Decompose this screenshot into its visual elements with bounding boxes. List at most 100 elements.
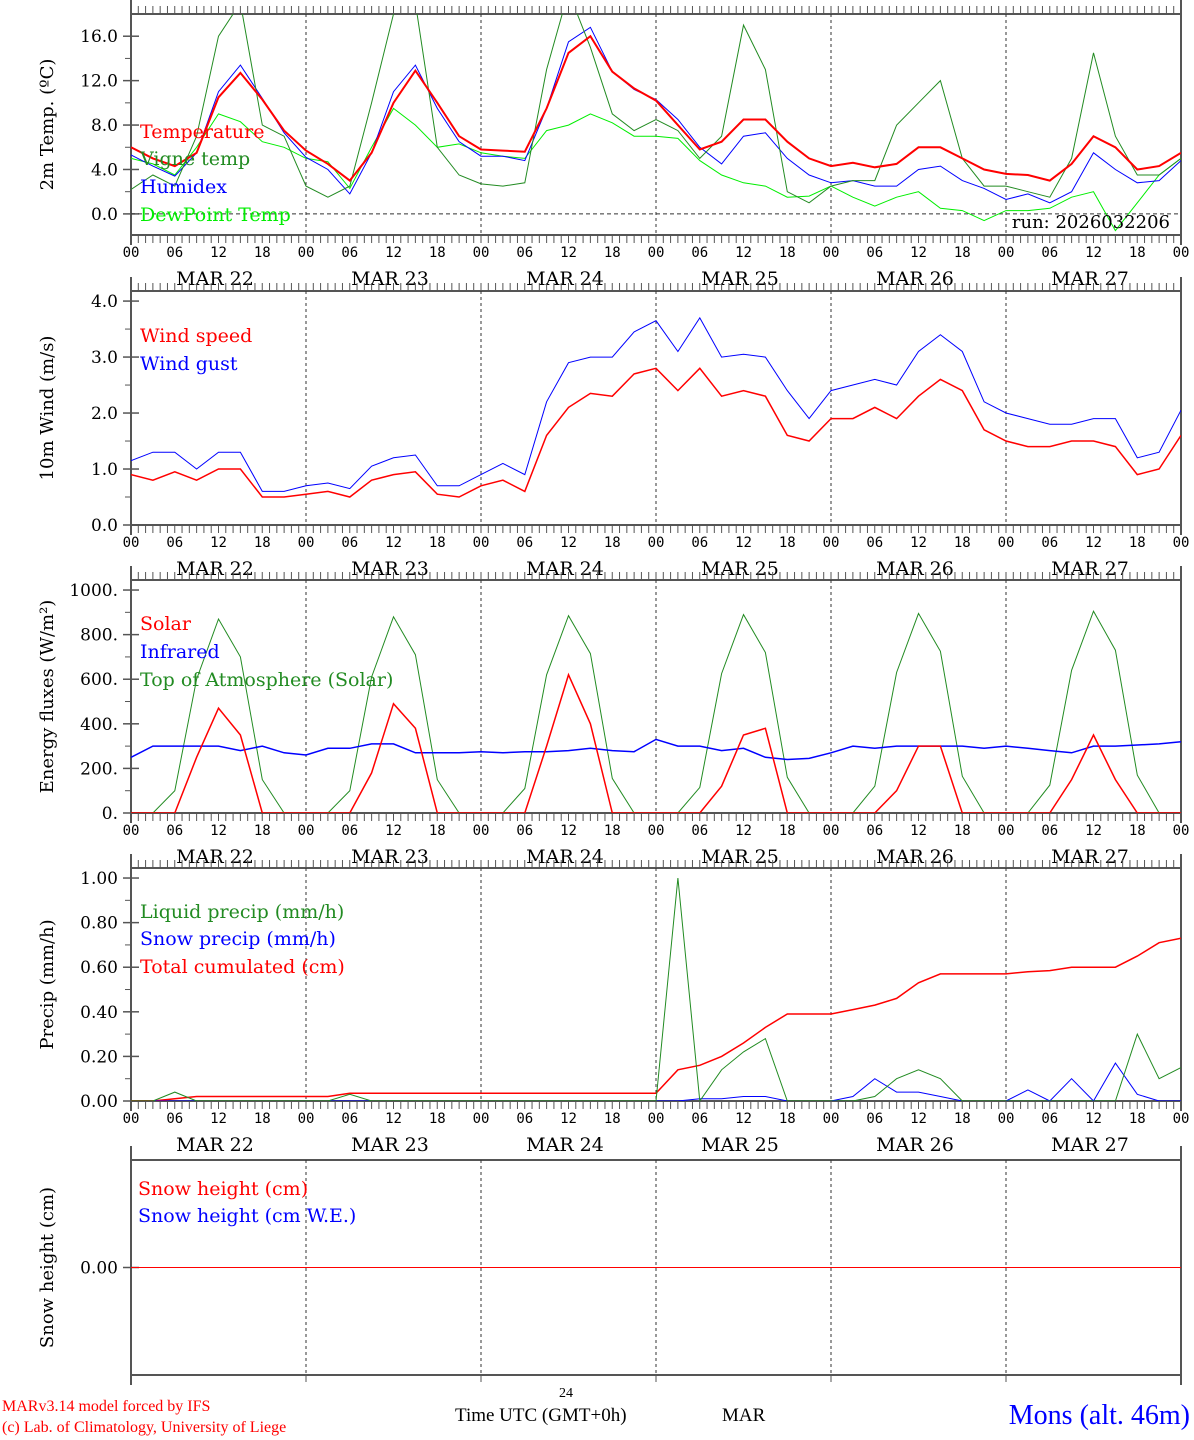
y-tick-label: 8.0 <box>91 116 118 136</box>
panel-precip: 0.00 0.20 0.40 0.60 0.80 1.00 Precip (mm/h) 00 0… <box>37 854 1189 1156</box>
y-tick-label: 3.0 <box>91 348 118 368</box>
x-tick-label: 18 <box>604 1111 621 1127</box>
x-axis-title: Time UTC (GMT+0h) <box>455 1405 627 1426</box>
x-tick-label: 06 <box>866 535 883 551</box>
footer-month: MAR <box>722 1405 766 1426</box>
x-tick-label: 00 <box>298 245 315 261</box>
y-tick-label: 1.00 <box>80 869 118 889</box>
date-label: MAR 25 <box>701 846 779 868</box>
x-tick-label: 00 <box>648 1111 665 1127</box>
x-tick-label: 06 <box>1041 245 1058 261</box>
series-line-temperature <box>131 34 1181 182</box>
x-tick-label: 00 <box>648 823 665 839</box>
date-label: MAR 25 <box>701 558 779 580</box>
x-tick-label: 18 <box>429 823 446 839</box>
x-tick-label: 00 <box>823 245 840 261</box>
y-tick-label: 12.0 <box>80 72 118 92</box>
x-tick-label: 06 <box>691 823 708 839</box>
x-tick-label: 12 <box>210 245 227 261</box>
date-label: MAR 23 <box>351 1134 429 1156</box>
y-axis-label: Energy fluxes (W/m²) <box>37 600 58 794</box>
x-tick-label: 00 <box>998 245 1015 261</box>
legend-entry: Liquid precip (mm/h) <box>140 901 344 923</box>
y-tick-label: 0.60 <box>80 958 118 978</box>
series-line-wind-speed <box>131 367 1181 498</box>
x-tick-label: 12 <box>735 823 752 839</box>
series-group <box>131 877 1181 1101</box>
y-tick-label: 0.40 <box>80 1003 118 1023</box>
x-tick-label: 06 <box>691 245 708 261</box>
x-tick-label: 12 <box>910 245 927 261</box>
x-tick-label: 18 <box>429 535 446 551</box>
x-tick-label: 18 <box>779 1111 796 1127</box>
y-axis-label: 10m Wind (m/s) <box>37 336 58 481</box>
x-tick-label: 12 <box>1085 1111 1102 1127</box>
x-tick-label: 12 <box>560 535 577 551</box>
date-label: MAR 23 <box>351 268 429 290</box>
x-tick-label: 00 <box>998 823 1015 839</box>
legend-entry: Vigne temp <box>139 148 250 170</box>
x-tick-label: 00 <box>123 245 140 261</box>
x-tick-label: 12 <box>210 535 227 551</box>
x-tick-label: 12 <box>385 823 402 839</box>
date-label: MAR 23 <box>351 558 429 580</box>
x-tick-label: 00 <box>473 245 490 261</box>
x-tick-label: 06 <box>341 245 358 261</box>
x-tick-label: 12 <box>385 1111 402 1127</box>
y-tick-label: 200. <box>80 759 118 779</box>
credit-line-2: (c) Lab. of Climatology, University of L… <box>2 1419 287 1436</box>
panel-temp: 0.04.08.012.016.02m Temp. (ºC)00 06 12 18MA… <box>37 0 1189 290</box>
x-tick-label: 00 <box>823 535 840 551</box>
x-tick-label: 12 <box>385 245 402 261</box>
x-tick-label: 06 <box>166 245 183 261</box>
x-tick-label: 00 <box>1173 245 1190 261</box>
series-group <box>131 14 1181 232</box>
legend-entry: Snow height (cm W.E.) <box>138 1205 356 1227</box>
x-tick-label: 18 <box>254 535 271 551</box>
credit-line-1: MARv3.14 model forced by IFS <box>2 1398 211 1415</box>
date-label: MAR 22 <box>176 1134 254 1156</box>
x-tick-label: 00 <box>1173 1111 1190 1127</box>
y-axis-label: 2m Temp. (ºC) <box>37 59 58 191</box>
series-group <box>131 610 1181 813</box>
x-tick-label: 18 <box>429 1111 446 1127</box>
x-tick-label: 06 <box>166 1111 183 1127</box>
x-tick-label: 18 <box>254 1111 271 1127</box>
legend-entry: Wind gust <box>140 353 238 375</box>
legend-entry: Solar <box>140 613 192 635</box>
date-label: MAR 27 <box>1051 558 1129 580</box>
x-tick-label: 06 <box>516 245 533 261</box>
y-tick-label: 600. <box>80 670 118 690</box>
x-tick-label: 18 <box>604 823 621 839</box>
x-tick-label: 18 <box>954 535 971 551</box>
x-tick-label: 12 <box>210 823 227 839</box>
x-tick-label: 06 <box>866 1111 883 1127</box>
date-label: MAR 24 <box>526 846 604 868</box>
x-tick-label: 12 <box>735 535 752 551</box>
station-name: Mons (alt. 46m) <box>1008 1400 1190 1431</box>
date-label: MAR 24 <box>526 1134 604 1156</box>
x-tick-label: 18 <box>254 823 271 839</box>
x-tick-label: 12 <box>735 245 752 261</box>
x-tick-label: 06 <box>866 823 883 839</box>
date-label: MAR 23 <box>351 846 429 868</box>
y-tick-label: 800. <box>80 626 118 646</box>
x-tick-label: 18 <box>429 245 446 261</box>
date-label: MAR 26 <box>876 268 954 290</box>
date-label: MAR 26 <box>876 1134 954 1156</box>
y-axis-label: Precip (mm/h) <box>37 919 58 1049</box>
y-tick-label: 2.0 <box>91 404 118 424</box>
x-tick-label: 06 <box>341 535 358 551</box>
x-tick-label: 18 <box>1129 1111 1146 1127</box>
series-line-dewpoint-temp <box>131 107 1181 232</box>
x-tick-label: 18 <box>779 245 796 261</box>
legend-entry: Humidex <box>140 176 227 198</box>
series-line-total-cumulated-cm- <box>131 937 1181 1101</box>
date-label: MAR 22 <box>176 846 254 868</box>
x-tick-label: 00 <box>298 1111 315 1127</box>
x-tick-label: 00 <box>123 823 140 839</box>
date-label: MAR 26 <box>876 846 954 868</box>
x-tick-label: 18 <box>1129 535 1146 551</box>
x-tick-label: 00 <box>648 245 665 261</box>
